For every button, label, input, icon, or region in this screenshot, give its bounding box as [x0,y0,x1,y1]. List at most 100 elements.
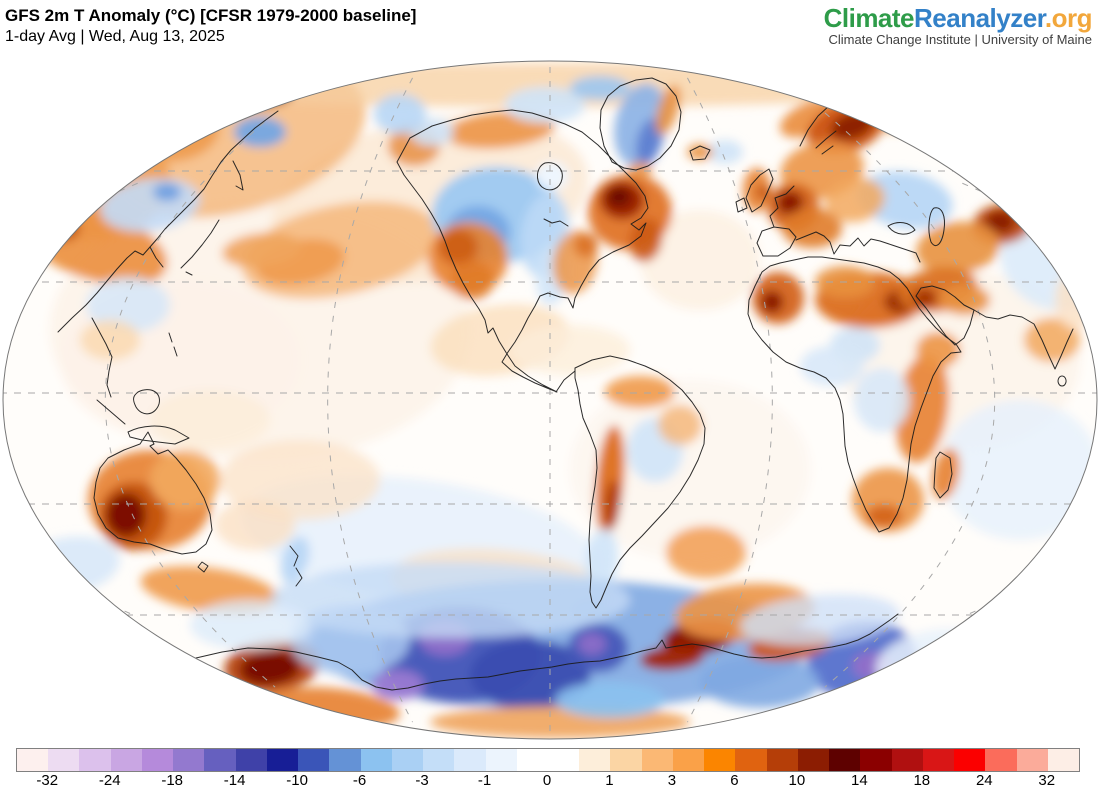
coast-mediterranean-north [795,231,921,263]
anomaly-blob [372,670,424,700]
coast-tasmania [197,561,209,573]
anomaly-blob [825,177,885,223]
coast-korea [149,246,164,268]
coast-baltic [815,130,837,155]
anomaly-blob [857,171,953,229]
colorbar-segment [829,749,861,771]
anomaly-blob [578,633,606,655]
coast-sumatra [96,399,126,425]
colorbar-tick-label: 6 [730,772,739,789]
anomaly-blob [585,528,619,592]
anomaly-blob [605,376,675,408]
anomaly-blob [280,536,310,584]
colorbar-segment [672,749,705,771]
anomaly-blob [985,211,1015,233]
anomaly-blob [190,600,310,650]
graticule-meridian [105,112,276,688]
coast-antarctica [195,613,899,691]
anomaly-blob [222,232,302,268]
anomaly-blob [270,562,630,638]
anomaly-blob [80,320,140,360]
colorbar-segment [1047,749,1079,771]
coast-south-america [574,355,706,609]
anomaly-blob [150,450,220,510]
anomaly-blob [980,75,1090,135]
anomaly-blob [1030,140,1090,180]
anomaly-blob [655,85,681,135]
colorbar-segment [766,749,798,771]
anomaly-blob [916,332,960,368]
coast-philippines [168,332,178,357]
title-block: GFS 2m T Anomaly (°C) [CFSR 1979-2000 ba… [5,5,416,47]
coast-kamchatka [232,160,244,191]
coastlines [57,77,1074,691]
climate-reanalyzer-logo[interactable]: ClimateReanalyzer.org Climate Change Ins… [824,3,1093,48]
coast-great-lakes [543,218,569,227]
anomaly-blob [220,440,380,520]
colorbar-segment [891,749,923,771]
colorbar-tick-label: 14 [851,772,868,789]
coast-australia [93,431,213,555]
coast-japan [180,219,220,276]
colorbar-segment [141,749,174,771]
coast-ireland [735,197,748,213]
colorbar-segment [516,749,548,771]
colorbar-segment [704,749,736,771]
anomaly-blob [505,87,585,123]
anomaly-blob [574,233,598,257]
anomaly-blob [777,191,803,215]
coast-new-zealand [289,545,303,587]
anomaly-blob [707,140,743,164]
coast-borneo [133,389,160,415]
anomaly-blob [740,594,900,646]
anomaly-blob [160,77,270,113]
anomaly-blob [756,185,770,199]
anomaly-blob [153,183,181,201]
colorbar-segment [579,749,611,771]
colorbar-segment [298,749,330,771]
colorbar-segment [391,749,424,771]
map-boundary [2,60,1098,740]
colorbar-segment [454,749,486,771]
anomaly-blob [628,162,652,178]
anomaly-blob [438,229,478,265]
colorbar-segment [173,749,205,771]
coast-black-sea [887,222,916,235]
graticule-meridian [327,77,413,723]
anomaly-blob [782,208,842,248]
colorbar-segment [485,749,517,771]
colorbar-segment [235,749,267,771]
anomaly-blob [640,210,760,310]
header: GFS 2m T Anomaly (°C) [CFSR 1979-2000 ba… [0,0,1100,54]
colorbar-tick-label: -10 [286,772,308,789]
anomaly-blob [854,368,910,432]
coast-south-asia [973,309,1074,370]
anomaly-blob [608,188,630,206]
colorbar-tick-labels: -32 -24 -18 -14 -10 -6 -3 -1 0 1 3 6 10 14 18 24 32 [0,772,1100,792]
colorbar-tick-label: 32 [1038,772,1056,789]
colorbar-segment [110,749,142,771]
colorbar-tick-label: -6 [352,772,367,789]
anomaly-blob [866,505,902,527]
anomaly-blob [658,405,702,445]
logo-part-reanalyzer: Reanalyzer [914,3,1045,33]
anomaly-blob [555,682,665,718]
graticule-meridian [687,77,773,723]
colorbar-tick-label: 1 [605,772,614,789]
anomaly-blob [932,448,960,500]
logo-wordmark[interactable]: ClimateReanalyzer.org [824,3,1093,33]
colorbar-segment [954,749,986,771]
anomaly-blob [240,650,300,686]
coast-hudson-bay [537,162,563,191]
coast-iceland [689,145,711,161]
anomaly-blob [40,214,80,242]
anomaly-blob [640,645,704,671]
colorbar-segment [48,749,80,771]
anomaly-blob [913,288,937,308]
coast-north-america [396,109,649,393]
anomaly-blob [603,480,621,530]
anomaly-blob [470,640,590,710]
coast-indochina [91,317,113,398]
colorbar-tick-label: -1 [477,772,492,789]
